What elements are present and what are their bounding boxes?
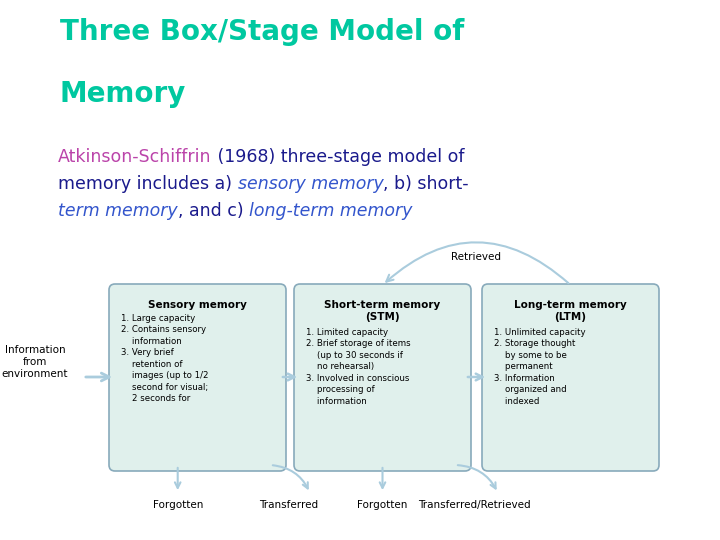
- Text: Forgotten: Forgotten: [357, 500, 408, 510]
- Text: Information
from
environment: Information from environment: [1, 346, 68, 379]
- Text: memory includes a): memory includes a): [58, 175, 238, 193]
- FancyBboxPatch shape: [482, 284, 659, 471]
- Text: sensory memory: sensory memory: [238, 175, 383, 193]
- Text: Atkinson-Schiffrin: Atkinson-Schiffrin: [58, 148, 212, 166]
- Text: Transferred: Transferred: [259, 500, 318, 510]
- FancyBboxPatch shape: [109, 284, 286, 471]
- Text: , b) short-: , b) short-: [383, 175, 469, 193]
- Text: Long-term memory
(LTM): Long-term memory (LTM): [514, 300, 627, 322]
- Text: Three Box/Stage Model of: Three Box/Stage Model of: [60, 18, 464, 46]
- FancyBboxPatch shape: [294, 284, 471, 471]
- Text: term memory: term memory: [58, 202, 178, 220]
- Text: 1. Large capacity
2. Contains sensory
    information
3. Very brief
    retentio: 1. Large capacity 2. Contains sensory in…: [121, 314, 209, 403]
- Text: , and c): , and c): [178, 202, 248, 220]
- Text: long-term memory: long-term memory: [248, 202, 412, 220]
- Text: 1. Limited capacity
2. Brief storage of items
    (up to 30 seconds if
    no re: 1. Limited capacity 2. Brief storage of …: [306, 328, 410, 406]
- Text: Transferred/Retrieved: Transferred/Retrieved: [418, 500, 531, 510]
- Text: 1. Unlimited capacity
2. Storage thought
    by some to be
    permanent
3. Info: 1. Unlimited capacity 2. Storage thought…: [494, 328, 585, 406]
- Text: Retrieved: Retrieved: [451, 252, 502, 262]
- Text: Sensory memory: Sensory memory: [148, 300, 247, 310]
- Text: Memory: Memory: [60, 80, 186, 108]
- Text: Short-term memory
(STM): Short-term memory (STM): [325, 300, 441, 322]
- Text: Forgotten: Forgotten: [153, 500, 203, 510]
- Text: (1968) three-stage model of: (1968) three-stage model of: [212, 148, 464, 166]
